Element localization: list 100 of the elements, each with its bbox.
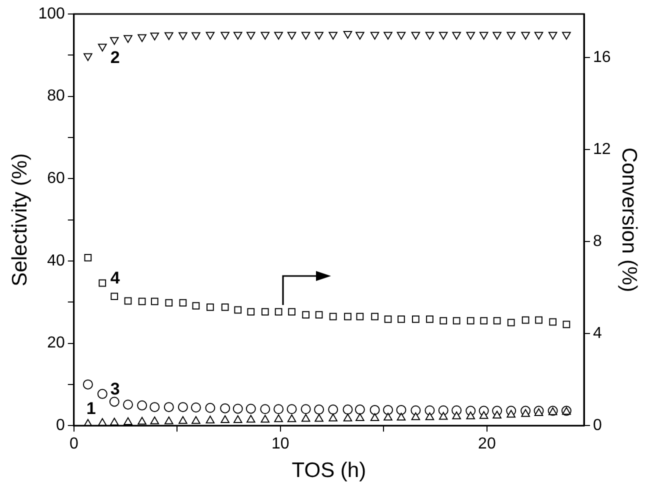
point xyxy=(534,32,544,40)
point xyxy=(384,315,392,323)
point xyxy=(328,32,338,40)
point xyxy=(109,396,120,407)
point xyxy=(371,312,378,320)
point xyxy=(383,404,394,415)
point xyxy=(98,44,107,52)
point xyxy=(438,32,448,40)
point xyxy=(384,412,392,421)
point xyxy=(123,400,134,410)
point xyxy=(534,408,544,416)
point xyxy=(398,315,405,323)
point xyxy=(246,404,256,414)
point xyxy=(466,32,476,40)
y-tick-label: 100 xyxy=(38,5,65,22)
point xyxy=(315,311,323,318)
point xyxy=(522,316,530,324)
point xyxy=(507,318,515,326)
point xyxy=(192,32,200,40)
point xyxy=(466,317,474,324)
point xyxy=(396,404,406,415)
point xyxy=(424,405,435,416)
point xyxy=(205,402,216,413)
y2-tick-label: 16 xyxy=(593,49,611,66)
point xyxy=(274,32,283,40)
point xyxy=(301,32,310,40)
point xyxy=(261,308,269,316)
point xyxy=(97,388,108,399)
point xyxy=(260,414,270,423)
point xyxy=(286,404,297,414)
point xyxy=(190,402,201,412)
point xyxy=(110,418,119,426)
point xyxy=(247,308,255,316)
point xyxy=(384,32,392,40)
point xyxy=(425,32,434,40)
point xyxy=(549,318,556,326)
point xyxy=(452,32,461,40)
point xyxy=(124,35,132,43)
point xyxy=(548,32,558,40)
point xyxy=(288,308,296,316)
point xyxy=(274,404,284,414)
point xyxy=(493,317,501,324)
point xyxy=(426,315,434,323)
point xyxy=(221,303,229,311)
point xyxy=(260,404,270,414)
point xyxy=(84,254,92,262)
point xyxy=(301,414,310,422)
point xyxy=(150,402,160,412)
point xyxy=(356,312,364,320)
point xyxy=(562,320,570,328)
point xyxy=(192,416,200,424)
point xyxy=(452,412,461,420)
point xyxy=(328,414,338,422)
y-tick-label: 0 xyxy=(56,417,65,434)
point xyxy=(138,34,146,42)
point xyxy=(220,403,230,414)
point xyxy=(124,417,132,426)
point xyxy=(480,317,488,324)
y-axis-title: Selectivity (%) xyxy=(8,153,32,286)
point xyxy=(150,32,160,40)
point xyxy=(206,303,214,311)
point xyxy=(110,37,119,45)
point xyxy=(206,32,215,40)
y2-axis-title: Conversion (%) xyxy=(618,147,641,292)
point xyxy=(220,415,230,423)
point xyxy=(124,297,132,305)
point xyxy=(562,32,571,40)
point xyxy=(314,32,324,40)
x-tick-label: 10 xyxy=(272,436,290,453)
point xyxy=(354,404,365,415)
point xyxy=(342,404,353,415)
point xyxy=(370,32,380,40)
point xyxy=(314,404,324,415)
point xyxy=(438,412,448,420)
series-label: 2 xyxy=(110,48,120,68)
point xyxy=(300,404,311,414)
point xyxy=(302,311,310,318)
point xyxy=(356,413,364,421)
point xyxy=(98,279,106,287)
point xyxy=(344,312,352,320)
point xyxy=(370,413,380,421)
point xyxy=(274,308,282,316)
point xyxy=(411,412,420,420)
y2-tick-label: 8 xyxy=(593,233,602,250)
point xyxy=(466,412,476,420)
point xyxy=(343,31,352,39)
point xyxy=(425,412,434,420)
y2-tick-label: 0 xyxy=(593,417,602,434)
point xyxy=(84,53,92,61)
point xyxy=(164,32,174,40)
point xyxy=(137,400,148,410)
point xyxy=(521,32,530,40)
y-tick-label: 40 xyxy=(47,252,65,270)
y-tick-label: 60 xyxy=(47,170,65,188)
point xyxy=(506,410,516,418)
point xyxy=(356,32,364,40)
point xyxy=(150,298,158,306)
point xyxy=(110,292,118,300)
point xyxy=(396,32,406,40)
point xyxy=(396,412,406,421)
